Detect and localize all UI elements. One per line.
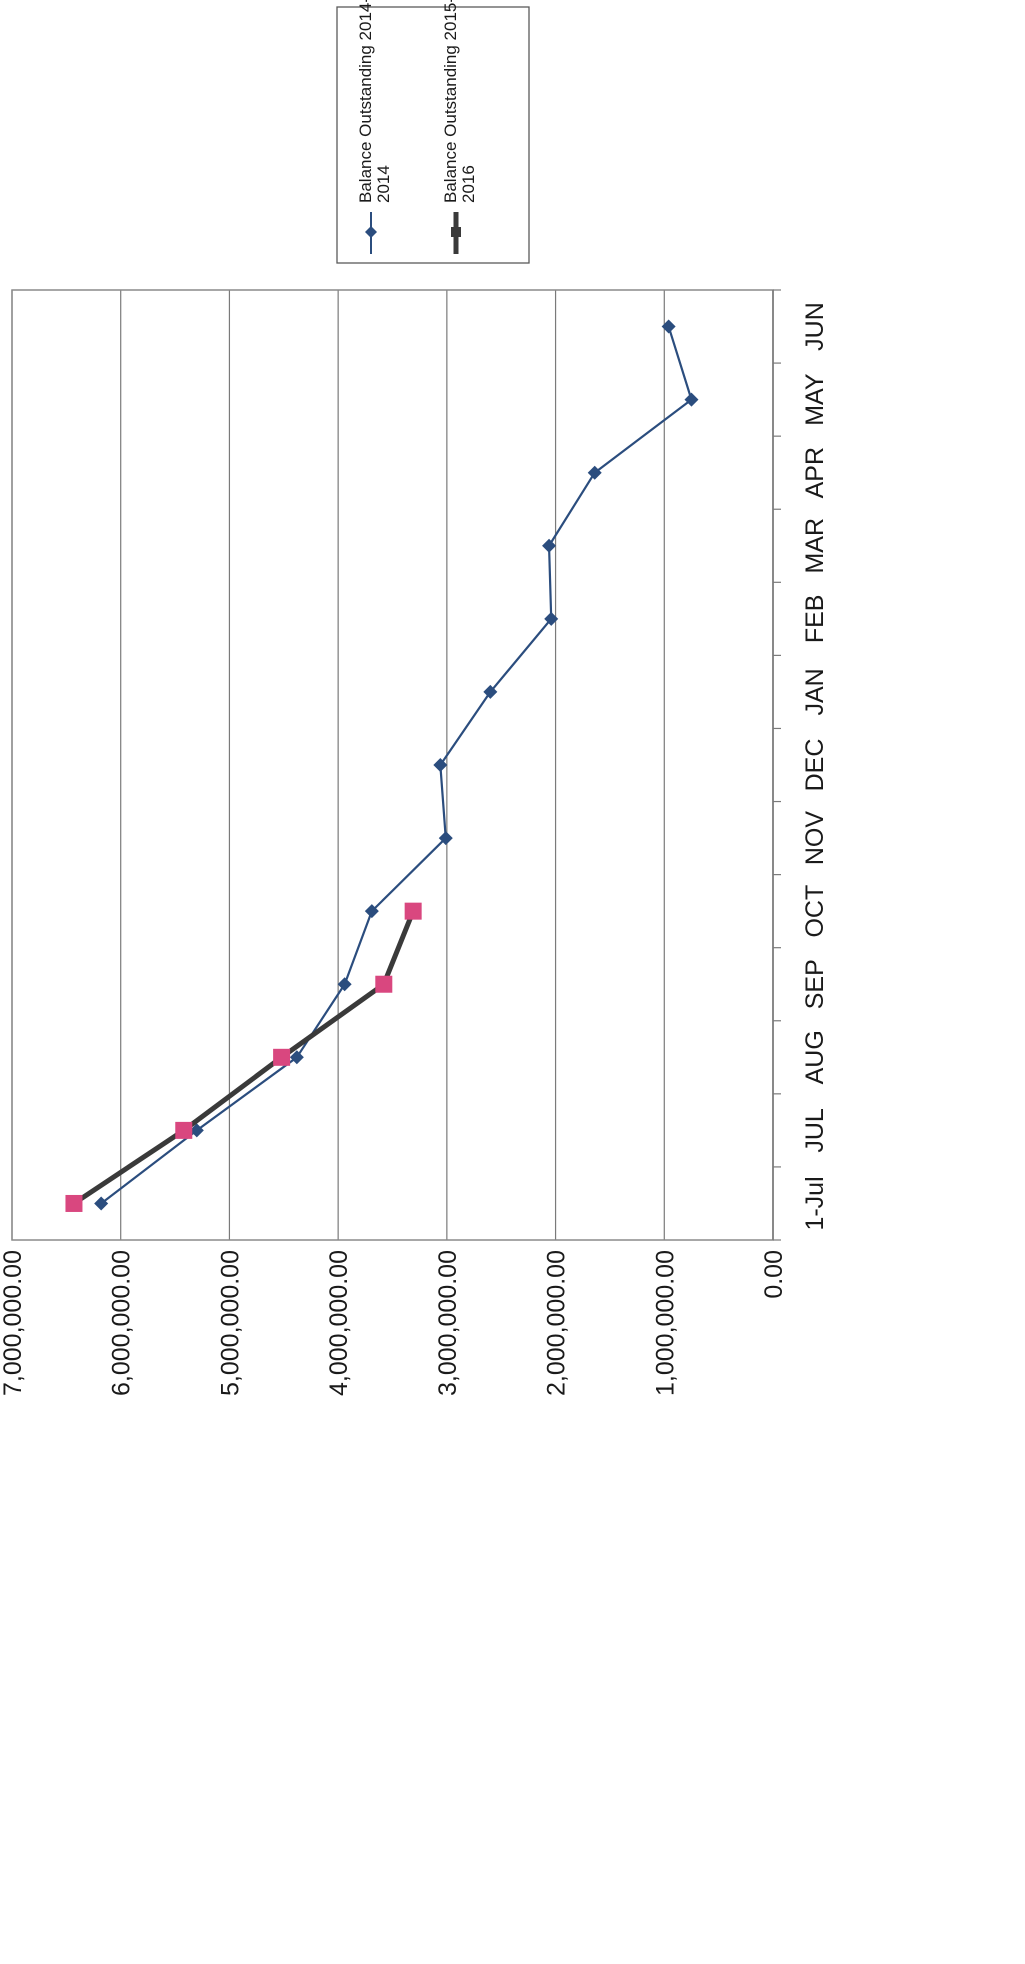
x-tick-label: NOV bbox=[801, 811, 829, 866]
x-tick-label: FEB bbox=[801, 595, 829, 644]
x-tick-label: SEP bbox=[801, 959, 829, 1009]
x-tick-label: JAN bbox=[801, 668, 829, 715]
y-tick-label: 2,000,000.00 bbox=[543, 1250, 571, 1396]
data-point bbox=[587, 465, 602, 480]
data-point bbox=[94, 1196, 109, 1211]
legend-label: 2014 bbox=[374, 165, 393, 203]
data-point bbox=[65, 1194, 83, 1212]
data-point bbox=[273, 1048, 291, 1066]
y-tick-label: 7,000,000.00 bbox=[0, 1250, 27, 1396]
x-tick-label: OCT bbox=[801, 885, 829, 938]
data-point bbox=[189, 1123, 204, 1138]
legend-entry-1: Balance Outstanding 2014- 2014 bbox=[356, 0, 393, 254]
data-point bbox=[483, 684, 498, 699]
data-point bbox=[544, 611, 559, 626]
y-tick-label: 5,000,000.00 bbox=[216, 1250, 244, 1396]
x-tick-label: MAR bbox=[801, 518, 829, 574]
series-1 bbox=[94, 319, 699, 1211]
series-line bbox=[100, 326, 693, 1205]
legend-label: 2016 bbox=[459, 165, 478, 203]
plot-area bbox=[11, 289, 774, 1241]
series-2 bbox=[65, 902, 422, 1212]
data-point bbox=[438, 831, 453, 846]
x-tick-label: JUN bbox=[801, 302, 829, 351]
x-tick-label: MAY bbox=[801, 373, 829, 426]
x-tick-label: APR bbox=[801, 447, 829, 498]
data-point bbox=[661, 319, 676, 334]
legend-label: Balance Outstanding 2014- bbox=[356, 0, 375, 203]
x-tick-label: 1-Jul bbox=[801, 1176, 829, 1230]
y-tick-label: 0.00 bbox=[760, 1250, 788, 1299]
x-tick-label: DEC bbox=[801, 739, 829, 792]
data-point bbox=[364, 904, 379, 919]
y-tick-label: 1,000,000.00 bbox=[651, 1250, 679, 1396]
x-tick-label: AUG bbox=[801, 1030, 829, 1084]
data-point bbox=[684, 392, 699, 407]
data-point bbox=[542, 538, 557, 553]
data-point bbox=[337, 977, 352, 992]
axes: 0.00 1,000,000.00 2,000,000.00 3,000,000.00… bbox=[0, 289, 829, 1396]
y-tick-label: 4,000,000.00 bbox=[325, 1250, 353, 1396]
legend-box bbox=[336, 6, 530, 264]
series-layer bbox=[65, 319, 699, 1212]
data-point bbox=[433, 758, 448, 772]
data-point bbox=[175, 1121, 193, 1139]
data-point bbox=[375, 975, 393, 993]
legend-label: Balance Outstanding 2015- bbox=[441, 0, 460, 203]
legend-marker bbox=[365, 226, 377, 238]
gridlines bbox=[11, 290, 774, 1240]
legend-entry-2: Balance Outstanding 2015- 2016 bbox=[441, 0, 478, 254]
x-tick-label: JUL bbox=[801, 1108, 829, 1153]
y-tick-label: 6,000,000.00 bbox=[108, 1250, 136, 1396]
legend: Balance Outstanding 2014- 2014 Balance Out… bbox=[336, 0, 530, 264]
legend-marker bbox=[451, 227, 461, 237]
series-line bbox=[72, 910, 416, 1206]
data-point bbox=[289, 1050, 304, 1065]
y-tick-label: 3,000,000.00 bbox=[434, 1250, 462, 1396]
data-point bbox=[404, 902, 422, 920]
